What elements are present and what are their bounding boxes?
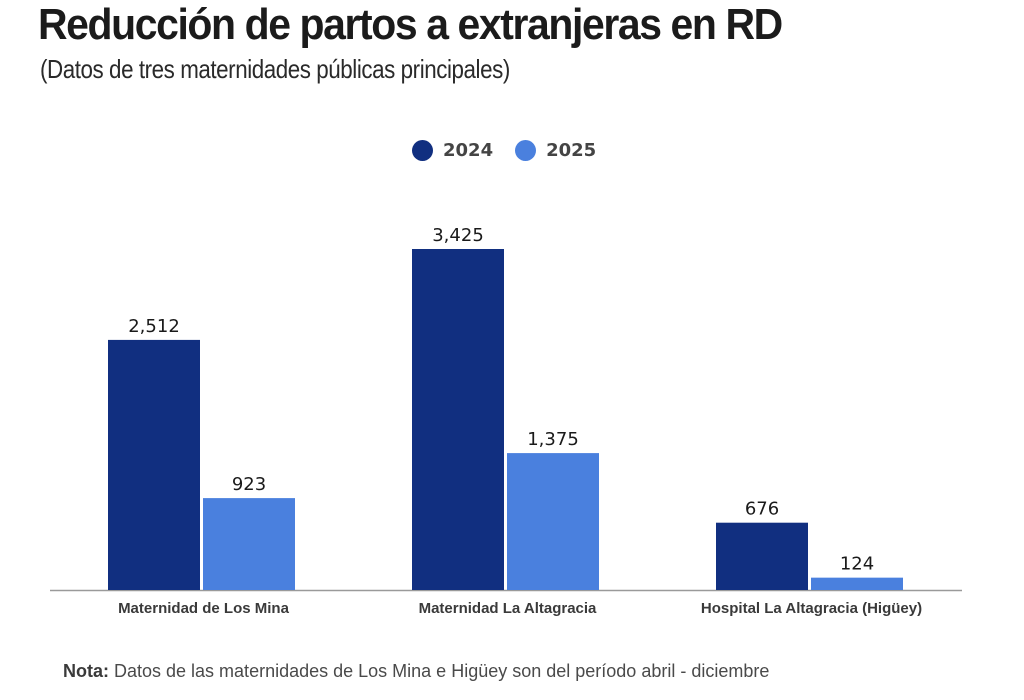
data-label-2025-1: 923 [232,474,266,495]
bar-2024-3 [716,522,808,590]
footnote: Nota: Datos de las maternidades de Los M… [63,661,769,682]
bar-2024-1 [108,339,200,590]
chart-title: Reducción de partos a extranjeras en RD [38,0,783,49]
bar-2025-2 [507,453,599,590]
data-label-2024-3: 676 [745,499,779,520]
legend-item-2025: 2025 [515,140,596,161]
legend: 2024 2025 [412,140,610,161]
footnote-label: Nota: [63,661,109,681]
bar-2025-3 [811,577,903,590]
data-label-2024-2: 3,425 [432,225,484,246]
legend-item-2024: 2024 [412,140,493,161]
x-tick-label-3: Hospital La Altagracia (Higüey) [701,600,922,617]
x-tick-label-2: Maternidad La Altagracia [419,600,597,617]
x-tick-label-1: Maternidad de Los Mina [118,600,290,617]
bar-2025-1 [203,498,295,590]
legend-swatch-2024 [412,140,433,161]
data-label-2025-3: 124 [840,554,874,575]
footnote-text: Datos de las maternidades de Los Mina e … [109,661,770,681]
data-label-2024-1: 2,512 [128,316,180,337]
legend-label-2025: 2025 [546,140,597,161]
legend-label-2024: 2024 [443,140,494,161]
data-label-2025-2: 1,375 [527,429,579,450]
chart-subtitle: (Datos de tres maternidades públicas pri… [40,54,510,84]
legend-swatch-2025 [515,140,537,161]
bar-2024-2 [412,249,504,590]
